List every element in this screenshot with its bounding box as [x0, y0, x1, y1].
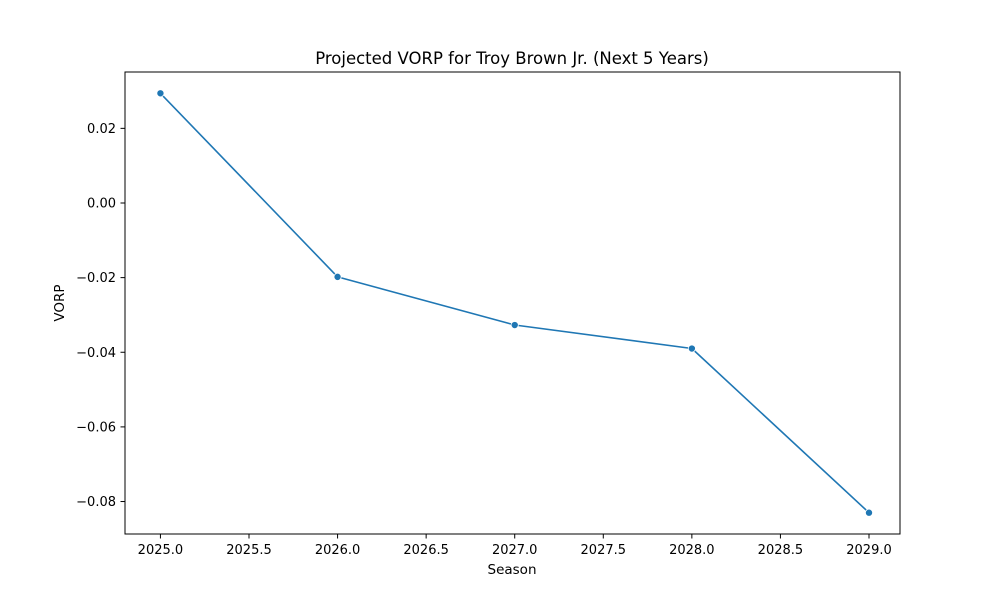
series-line [159, 92, 870, 514]
data-point [687, 344, 696, 353]
x-tick-label: 2025.5 [226, 543, 272, 558]
x-tick-label: 2028.0 [669, 543, 715, 558]
x-tick-label: 2025.0 [138, 543, 184, 558]
y-tick-label: −0.02 [76, 271, 116, 286]
plot-area-frame [124, 71, 901, 535]
data-point [865, 508, 874, 517]
y-tick-label: 0.00 [87, 196, 116, 211]
series-vorp [156, 89, 874, 517]
x-tick-label: 2028.5 [758, 543, 804, 558]
data-point [333, 272, 342, 281]
y-tick-label: −0.06 [76, 420, 116, 435]
y-tick-label: 0.02 [87, 122, 116, 137]
x-tick-label: 2027.5 [581, 543, 627, 558]
x-tick-label: 2029.0 [846, 543, 892, 558]
x-axis: 2025.0 2025.5 2026.0 2026.5 2027.0 2027.5 2028… [138, 534, 892, 558]
x-tick-label: 2027.0 [492, 543, 538, 558]
data-point [156, 89, 165, 98]
x-tick-label: 2026.0 [315, 543, 361, 558]
data-point [510, 321, 519, 330]
y-tick-label: −0.08 [76, 495, 116, 510]
chart-title: Projected VORP for Troy Brown Jr. (Next … [315, 49, 709, 68]
y-axis: 0.02 0.00 −0.02 −0.04 −0.06 −0.08 [76, 122, 125, 510]
y-axis-title: VORP [52, 284, 68, 321]
x-tick-label: 2026.5 [403, 543, 449, 558]
y-tick-label: −0.04 [76, 346, 116, 361]
x-axis-title: Season [488, 562, 537, 578]
